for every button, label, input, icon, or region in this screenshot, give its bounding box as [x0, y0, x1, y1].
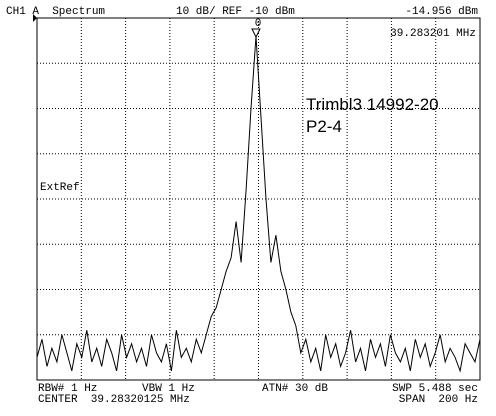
scale-label: 10 dB/ REF -10 dBm	[176, 6, 295, 18]
swp: SWP 5.488 sec	[392, 383, 478, 395]
marker-freq: 39.283201 MHz	[390, 28, 476, 40]
annotation: P2-4	[306, 117, 342, 136]
marker-level: -14.956 dBm	[405, 6, 478, 18]
side-label: ExtRef	[40, 182, 80, 194]
trace	[36, 36, 481, 373]
grid	[37, 18, 480, 380]
ref-marker	[33, 14, 37, 22]
marker-id: 0	[255, 18, 262, 30]
plot-frame	[36, 17, 481, 381]
center: CENTER 39.28320125 MHz	[38, 394, 190, 406]
marker-triangle	[251, 28, 261, 39]
annotation: Trimbl3 14992-20	[306, 95, 439, 114]
span: SPAN 200 Hz	[399, 394, 478, 406]
rbw: RBW# 1 Hz	[38, 383, 97, 395]
channel-label: CH1 A Spectrum	[6, 6, 105, 18]
vbw: VBW 1 Hz	[142, 383, 195, 395]
atn: ATN# 30 dB	[262, 383, 328, 395]
